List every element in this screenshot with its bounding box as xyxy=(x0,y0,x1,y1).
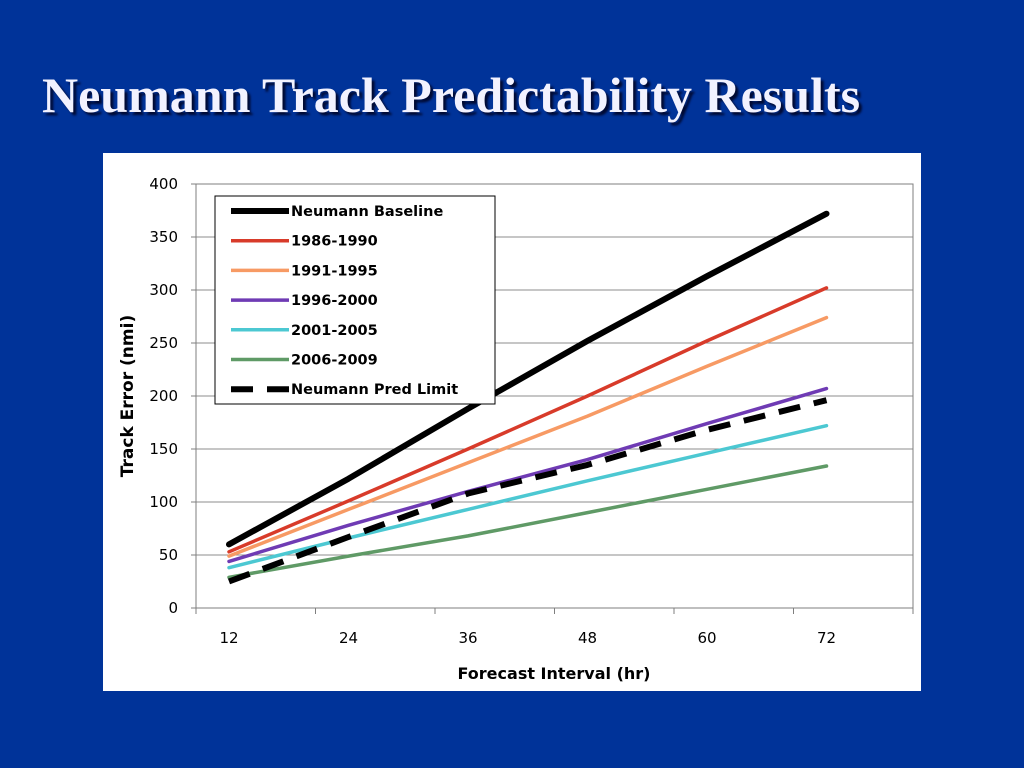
slide-title: Neumann Track Predictability Results xyxy=(42,67,861,123)
series-line-1996-2000 xyxy=(227,386,829,564)
series-line-1986-1990 xyxy=(227,286,829,554)
y-tick-label: 350 xyxy=(149,228,178,246)
legend-label: 1996-2000 xyxy=(291,293,378,309)
y-tick-label: 200 xyxy=(149,387,178,405)
x-tick-label: 48 xyxy=(578,629,597,647)
legend-label: 2001-2005 xyxy=(291,323,378,339)
legend-label: 1991-1995 xyxy=(291,263,378,279)
x-tick-label: 60 xyxy=(697,629,716,647)
y-tick-label: 0 xyxy=(168,599,178,617)
x-tick-label: 24 xyxy=(339,629,358,647)
series-line-neumann-pred-limit xyxy=(227,397,828,585)
series-line-2006-2009 xyxy=(227,464,829,580)
y-tick-label: 250 xyxy=(149,334,178,352)
y-tick-label: 150 xyxy=(149,440,178,458)
x-axis-label: Forecast Interval (hr) xyxy=(458,664,651,683)
line-chart: 0 50 100 150 200 250 300 350 400 12 24 36 48 60 72 Neu… xyxy=(118,175,914,683)
y-axis-label: Track Error (nmi) xyxy=(118,315,138,477)
x-tick-label: 36 xyxy=(458,629,477,647)
legend-label: Neumann Pred Limit xyxy=(291,382,458,398)
chart-panel: 0 50 100 150 200 250 300 350 400 12 24 36 48 60 72 Neu… xyxy=(103,153,921,691)
y-tick-label: 300 xyxy=(149,281,178,299)
legend-label: 2006-2009 xyxy=(291,353,378,369)
legend-label: 1986-1990 xyxy=(291,234,378,250)
y-tick-label: 100 xyxy=(149,493,178,511)
x-tick-label: 12 xyxy=(219,629,238,647)
series-line-neumann-baseline xyxy=(226,210,830,548)
y-tick-label: 50 xyxy=(159,546,178,564)
series-line-1991-1995 xyxy=(227,315,829,558)
series-line-2001-2005 xyxy=(227,423,829,570)
x-tick-label: 72 xyxy=(817,629,836,647)
y-tick-label: 400 xyxy=(149,175,178,193)
legend-label: Neumann Baseline xyxy=(291,204,443,220)
